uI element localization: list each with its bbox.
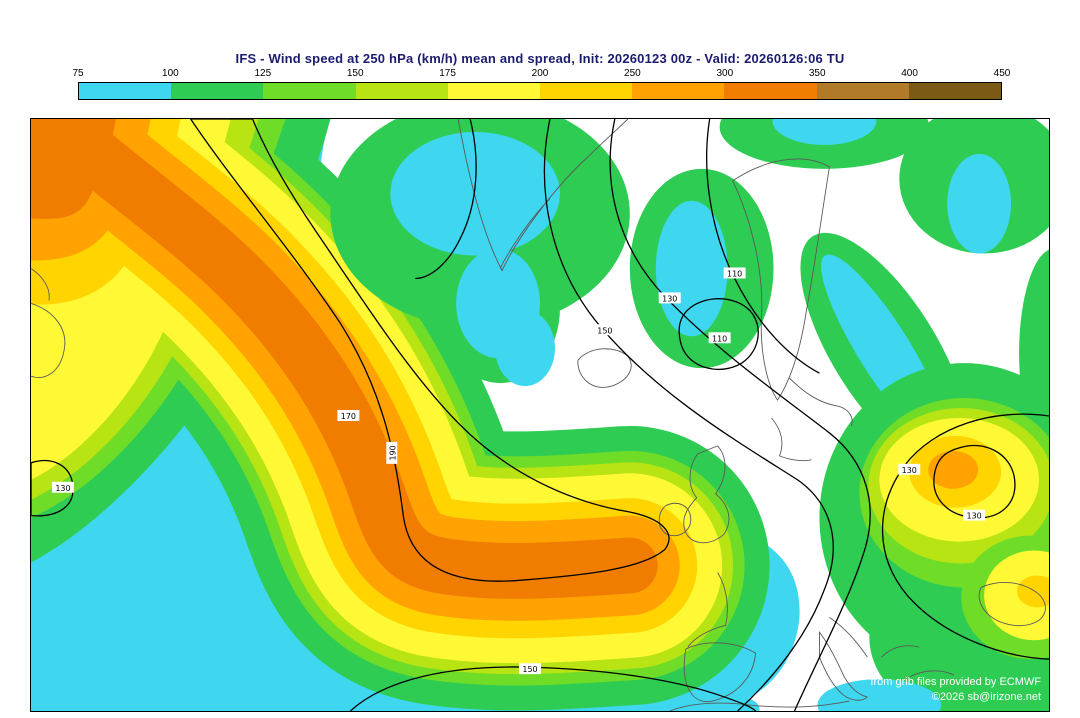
svg-text:130: 130 [902, 466, 917, 475]
svg-text:150: 150 [522, 665, 537, 674]
colorbar-tick-row: 75 100 125 150 175 200 250 300 350 400 450 [72, 68, 1010, 82]
isotach-contour [543, 119, 834, 711]
coastline-ireland [658, 502, 692, 536]
colorbar-segment [540, 83, 633, 99]
contour-label: 130 [898, 463, 921, 475]
svg-text:130: 130 [967, 512, 982, 521]
colorbar-tick-label: 350 [808, 68, 826, 79]
isotach-contour [349, 666, 757, 711]
coastline-black-sea [978, 582, 1046, 627]
attribution: from grib files provided by ECMWF ©2026 … [870, 675, 1041, 705]
colorbar-tick-label: 300 [716, 68, 734, 79]
isotach-contour [189, 119, 670, 582]
coastline-denmark [771, 417, 812, 462]
coastline-italy [819, 630, 869, 701]
colorbar-tick-label: 150 [346, 68, 364, 79]
svg-text:110: 110 [712, 334, 727, 343]
svg-text:150: 150 [597, 326, 612, 335]
colorbar-tick-label: 200 [531, 68, 549, 79]
svg-text:110: 110 [727, 269, 742, 278]
contour-label: 130 [658, 292, 681, 303]
svg-text:130: 130 [55, 484, 70, 493]
wind-map-svg: 150 130 170 110 130 150 190 130 110 130 [31, 119, 1049, 711]
colorbar-segment [263, 83, 356, 99]
contour-label: 110 [723, 267, 746, 278]
chart-title: IFS - Wind speed at 250 hPa (km/h) mean … [235, 51, 845, 66]
coastline-iceland [577, 348, 632, 388]
coastline-baltic [789, 377, 853, 427]
contour-label-layer: 150 130 170 110 130 150 190 130 110 130 [51, 267, 986, 674]
colorbar-segment [724, 83, 817, 99]
colorbar-segment [908, 83, 1002, 99]
contour-label: 130 [963, 509, 986, 521]
coastline-iberia [683, 642, 757, 703]
colorbar-tick-label: 250 [624, 68, 641, 79]
contour-label: 150 [519, 663, 541, 674]
coastline-turkey [909, 670, 955, 678]
colorbar-bar [78, 82, 1002, 100]
contour-label: 150 [593, 324, 616, 335]
contour-label: 130 [51, 481, 74, 493]
colorbar-segment [355, 83, 448, 99]
contour-label: 170 [337, 410, 360, 421]
coastline-greenland-inner [499, 198, 551, 269]
attribution-copyright: ©2026 sb@irizone.net [931, 691, 1041, 704]
colorbar-segment [79, 83, 172, 99]
isotach-contour [881, 413, 1049, 660]
coastline-balkans [829, 616, 868, 658]
colorbar-tick-label: 100 [162, 68, 179, 79]
wind-speed-fill-layer [31, 119, 1049, 711]
coastline-france [687, 572, 728, 648]
contour-label: 190 [386, 441, 397, 464]
coastline-uk [683, 445, 730, 544]
isotach-contour [609, 119, 871, 711]
attribution-source: from grib files provided by ECMWF [870, 676, 1041, 689]
colorbar-tick-label: 125 [254, 68, 272, 79]
colorbar-tick-label: 175 [439, 68, 456, 79]
coastline-scandinavia [732, 158, 830, 401]
svg-text:130: 130 [662, 294, 677, 303]
svg-text:190: 190 [388, 445, 397, 460]
isotach-contour [678, 298, 759, 371]
colorbar-segment [816, 83, 909, 99]
coastline-labrador [31, 268, 50, 301]
contour-label: 110 [708, 332, 731, 343]
isotach-contour-layer [31, 119, 1049, 711]
coastline-greenland [457, 119, 629, 272]
coastline-greece [881, 645, 920, 658]
colorbar-tick-label: 450 [993, 68, 1011, 79]
colorbar-segment [171, 83, 264, 99]
coastline-layer [31, 119, 1046, 711]
colorbar-segment [632, 83, 725, 99]
isotach-contour [415, 119, 477, 280]
colorbar-segment [447, 83, 541, 99]
svg-text:170: 170 [341, 412, 356, 421]
map-panel: 150 130 170 110 130 150 190 130 110 130 … [30, 118, 1050, 712]
colorbar-tick-label: 75 [72, 68, 84, 79]
coastline-newfoundland [31, 302, 66, 378]
colorbar: 75 100 125 150 175 200 250 300 350 400 450 [72, 68, 1010, 100]
colorbar-tick-label: 400 [901, 68, 918, 79]
coastline-north-africa [669, 700, 850, 711]
